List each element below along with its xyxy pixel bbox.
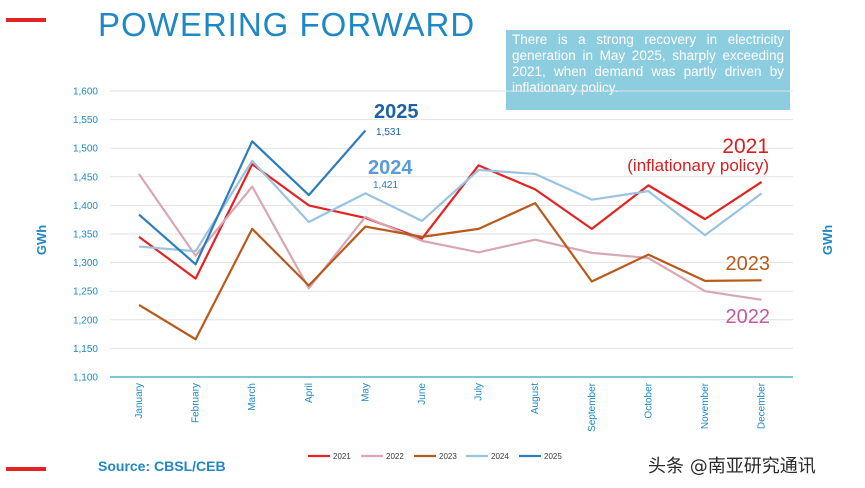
series-line-2024 — [138, 159, 763, 253]
y-tick-label: 1,500 — [73, 144, 98, 155]
legend-label-2022: 2022 — [386, 452, 404, 461]
x-tick-label: August — [530, 383, 541, 414]
x-tick-label: February — [191, 383, 202, 423]
legend-label-2024: 2024 — [491, 452, 509, 461]
y-tick-label: 1,100 — [73, 373, 98, 384]
series-label-2021: 2021 — [722, 135, 769, 158]
page-title: POWERING FORWARD — [98, 6, 476, 43]
value-label-2025: 1,531 — [376, 127, 401, 138]
legend-label-2023: 2023 — [439, 452, 457, 461]
x-tick-label: April — [304, 383, 315, 403]
x-tick-label: January — [134, 383, 145, 419]
series-line-2021 — [138, 163, 763, 280]
y-tick-label: 1,600 — [73, 87, 98, 98]
y-tick-label: 1,200 — [73, 315, 98, 326]
y-tick-label: 1,350 — [73, 230, 98, 241]
value-label-2024: 1,421 — [373, 180, 398, 191]
series-sublabel-2021: (inflationary policy) — [627, 156, 769, 175]
y-tick-label: 1,150 — [73, 344, 98, 355]
x-tick-label: March — [247, 383, 258, 411]
series-label-2025: 2025 — [374, 101, 419, 123]
y-axis-title: GWh — [34, 225, 49, 255]
annotation-box: There is a strong recovery in electricit… — [506, 30, 790, 110]
watermark: 头条 @南亚研究通讯 — [648, 456, 816, 477]
y-tick-label: 1,450 — [73, 172, 98, 183]
x-tick-label: November — [700, 382, 711, 429]
y-tick-label: 1,300 — [73, 258, 98, 269]
series-line-2023 — [138, 202, 762, 341]
legend-label-2021: 2021 — [333, 452, 351, 461]
series-label-2023: 2023 — [726, 253, 771, 275]
bottom-accent-bar — [6, 467, 46, 471]
x-tick-label: September — [587, 382, 598, 432]
series-label-2022: 2022 — [726, 306, 771, 328]
x-tick-label: May — [360, 383, 371, 402]
y-tick-label: 1,400 — [73, 201, 98, 212]
y-tick-label: 1,550 — [73, 115, 98, 126]
series-line-2022 — [138, 173, 762, 301]
y-tick-label: 1,250 — [73, 287, 98, 298]
x-tick-label: December — [757, 382, 768, 429]
top-accent-bar — [6, 18, 46, 22]
legend-label-2025: 2025 — [544, 452, 562, 461]
x-tick-label: June — [417, 383, 428, 405]
source-note: Source: CBSL/CEB — [98, 458, 226, 474]
y-axis-title-right: GWh — [820, 225, 835, 255]
series-line-2025 — [138, 129, 367, 266]
x-tick-label: July — [474, 383, 485, 401]
series-label-2024: 2024 — [368, 157, 413, 179]
x-tick-label: October — [643, 382, 654, 418]
